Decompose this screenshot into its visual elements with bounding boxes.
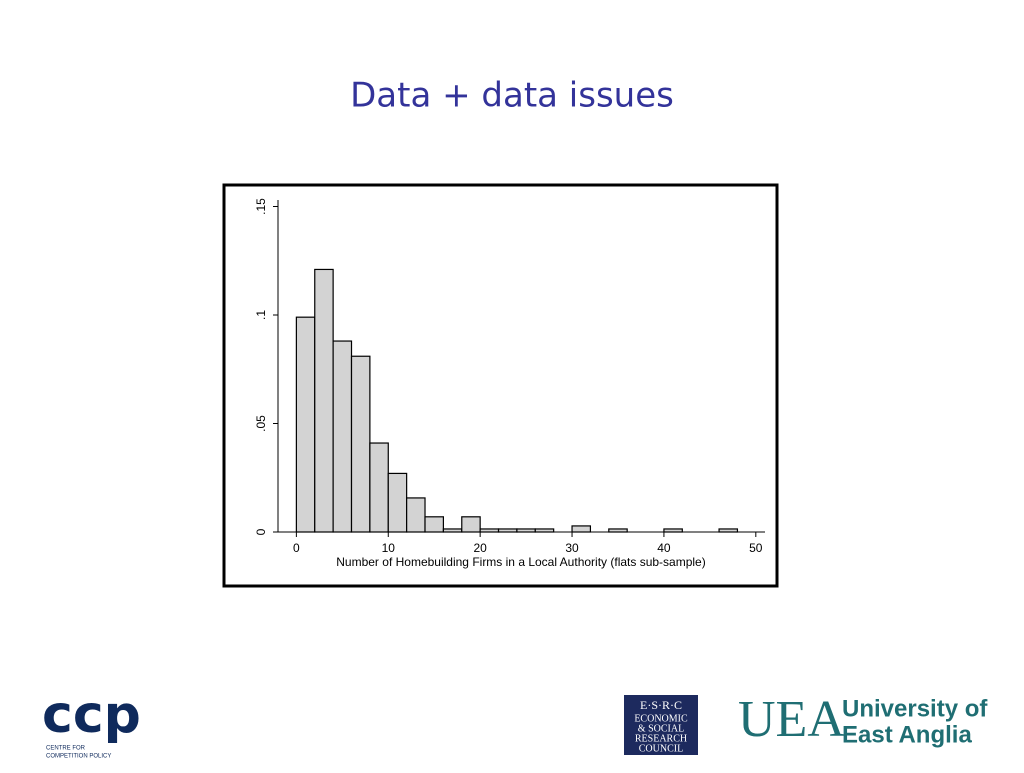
bar [718, 528, 739, 533]
uea-mark: UEA [738, 691, 845, 748]
bar [332, 340, 353, 533]
bar [314, 268, 334, 533]
bar [369, 442, 389, 533]
bar [387, 472, 408, 533]
bar [663, 528, 683, 533]
ccp-logo: ccp [42, 685, 141, 745]
bar [479, 528, 500, 533]
bar [516, 528, 536, 533]
uea-text: University of [842, 695, 988, 722]
y-tick-label: .1 [254, 310, 268, 320]
x-axis-label: Number of Homebuilding Firms in a Local … [336, 555, 705, 569]
x-tick-label: 40 [657, 541, 671, 555]
esrc-text: & SOCIAL [638, 723, 684, 734]
bar [406, 497, 426, 533]
y-tick-label: .05 [254, 415, 268, 432]
bar [295, 316, 316, 533]
bar [534, 528, 555, 533]
x-tick-label: 10 [382, 541, 396, 555]
esrc-text: ECONOMIC [634, 713, 688, 724]
x-tick-label: 50 [749, 541, 763, 555]
bar [350, 355, 371, 533]
uea-text: East Anglia [842, 721, 972, 748]
x-tick-label: 20 [473, 541, 487, 555]
esrc-text: COUNCIL [639, 743, 683, 754]
ccp-subtitle: CENTRE FOR [46, 746, 86, 752]
bar [497, 528, 518, 533]
x-tick-label: 30 [565, 541, 579, 555]
y-tick-label: 0 [254, 528, 268, 535]
bar [571, 525, 592, 533]
ccp-subtitle: COMPETITION POLICY [46, 754, 111, 760]
bar [461, 516, 481, 533]
bar [608, 528, 628, 533]
esrc-box [624, 695, 698, 755]
bar [442, 528, 463, 533]
bar [424, 516, 444, 533]
slide-title: Data + data issues [350, 76, 674, 116]
y-tick-label: .15 [254, 198, 268, 215]
esrc-text: E·S·R·C [640, 698, 682, 712]
esrc-text: RESEARCH [635, 733, 687, 744]
x-tick-label: 0 [293, 541, 300, 555]
